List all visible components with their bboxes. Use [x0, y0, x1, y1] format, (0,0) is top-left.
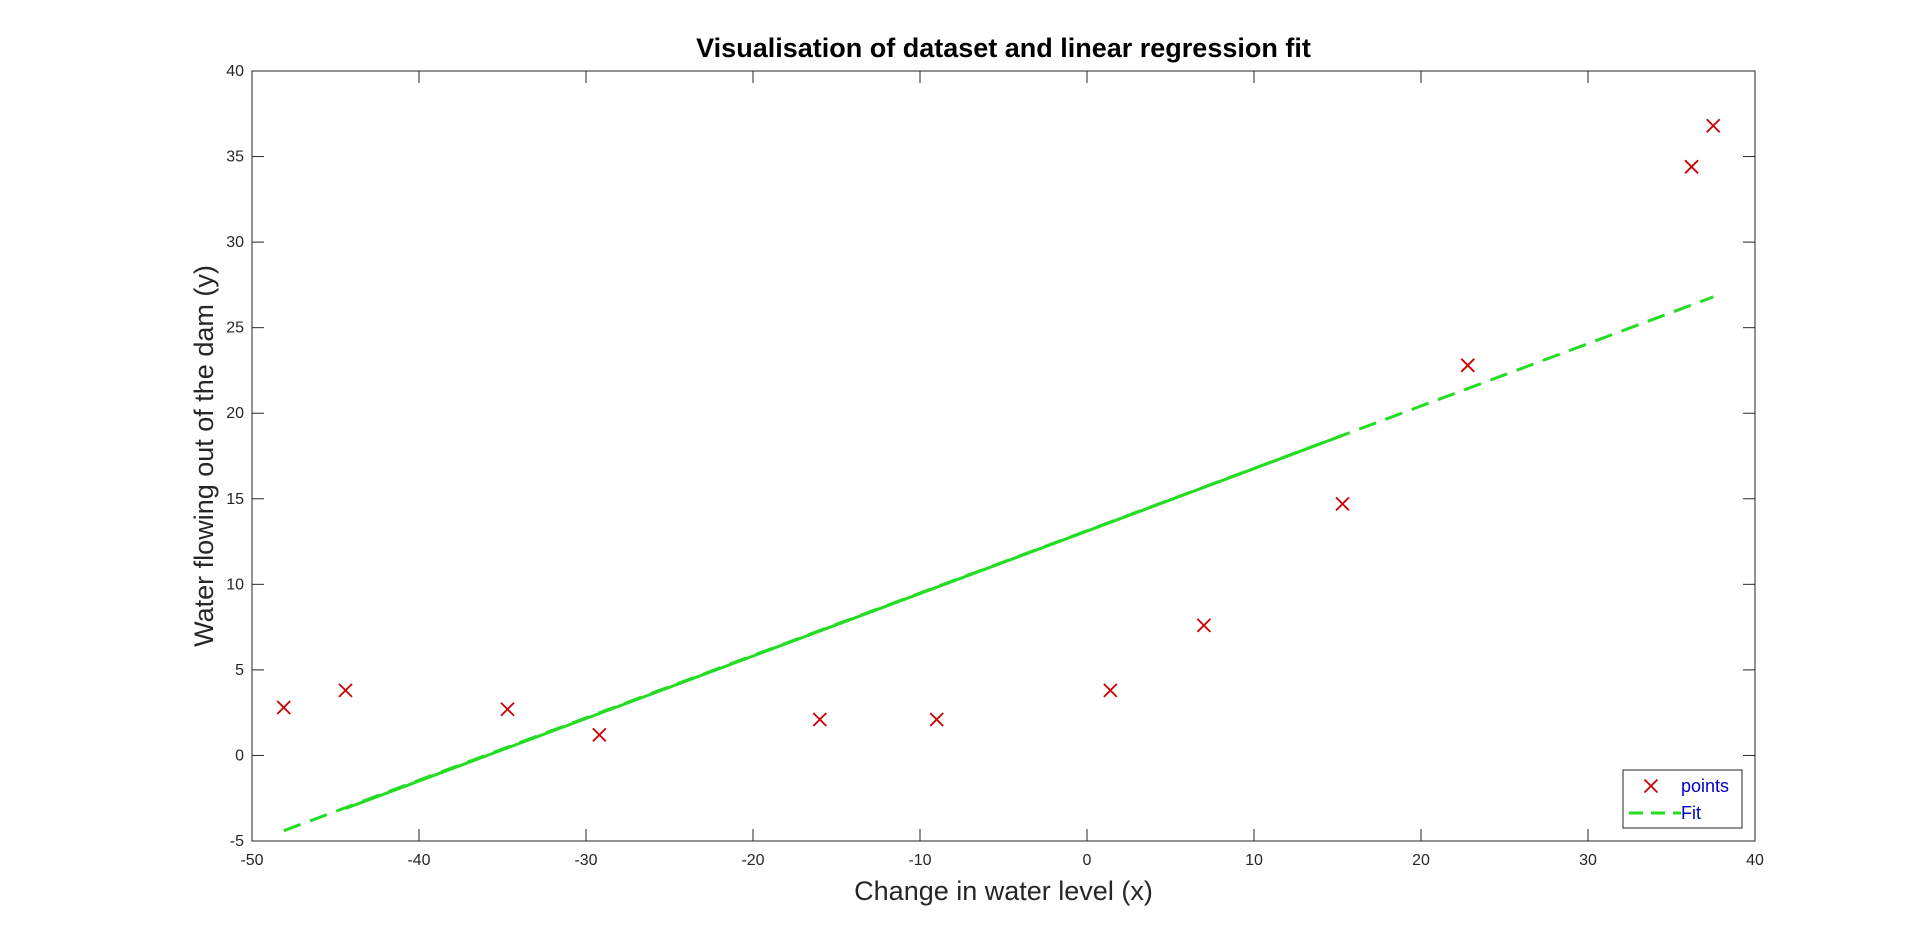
legend-box	[1622, 769, 1743, 829]
x-tick-label: 20	[1412, 852, 1430, 869]
plot-area: -50 -40 -30 -20 -10 0 10 20 30 40 -50510152025303…	[226, 63, 1764, 869]
y-tick-label: 30	[226, 234, 244, 251]
y-axis-ticks: -5 0 5 10 15 20 25 30 35 40	[226, 63, 1755, 850]
axes-box	[251, 70, 1756, 842]
legend-label: Fit	[1681, 803, 1701, 823]
data-point	[1684, 159, 1699, 174]
x-axis-ticks: -50 -40 -30 -20 -10 0 10 20 30 40	[240, 71, 1764, 869]
data-point	[812, 712, 827, 727]
x-axis-label: Change in water level (x)	[854, 876, 1153, 906]
y-tick-label: 25	[226, 320, 244, 337]
y-tick-label: 40	[226, 63, 244, 80]
x-tick-label: -40	[407, 852, 430, 869]
data-point	[1103, 683, 1118, 698]
data-point	[338, 683, 353, 698]
series-layer	[276, 118, 1721, 833]
legend-items: points Fit	[1629, 776, 1729, 823]
legend-item: points	[1643, 776, 1729, 796]
legend-marker-x	[1643, 778, 1659, 794]
data-point	[1196, 618, 1212, 633]
data-point	[929, 712, 944, 727]
x-tick-label: 40	[1746, 852, 1764, 869]
x-tick-label: 30	[1579, 852, 1597, 869]
x-tick-label: -50	[240, 852, 263, 869]
x-tick-label: -10	[908, 852, 931, 869]
y-tick-label: 0	[235, 747, 244, 764]
data-point	[1460, 358, 1475, 373]
y-tick-label: 15	[226, 491, 244, 508]
legend-item: Fit	[1629, 803, 1701, 823]
x-tick-label: 10	[1245, 852, 1263, 869]
chart-title: Visualisation of dataset and linear regr…	[696, 33, 1311, 63]
data-point	[592, 727, 607, 743]
y-tick-label: 10	[226, 576, 244, 593]
y-tick-label: -5	[230, 833, 244, 850]
y-tick-label: 20	[226, 405, 244, 422]
x-tick-label: -30	[574, 852, 597, 869]
legend: points Fit	[1622, 769, 1743, 829]
y-tick-label: 35	[226, 149, 244, 166]
x-tick-label: -20	[741, 852, 764, 869]
data-point	[1706, 118, 1721, 133]
fit-line-solid	[344, 434, 1344, 810]
data-point	[276, 700, 291, 715]
legend-label: points	[1681, 776, 1729, 796]
y-tick-label: 5	[235, 662, 244, 679]
y-axis-label: Water flowing out of the dam (y)	[189, 265, 219, 647]
x-tick-label: 0	[1083, 852, 1092, 869]
data-point	[1335, 496, 1350, 512]
data-point	[500, 702, 515, 717]
